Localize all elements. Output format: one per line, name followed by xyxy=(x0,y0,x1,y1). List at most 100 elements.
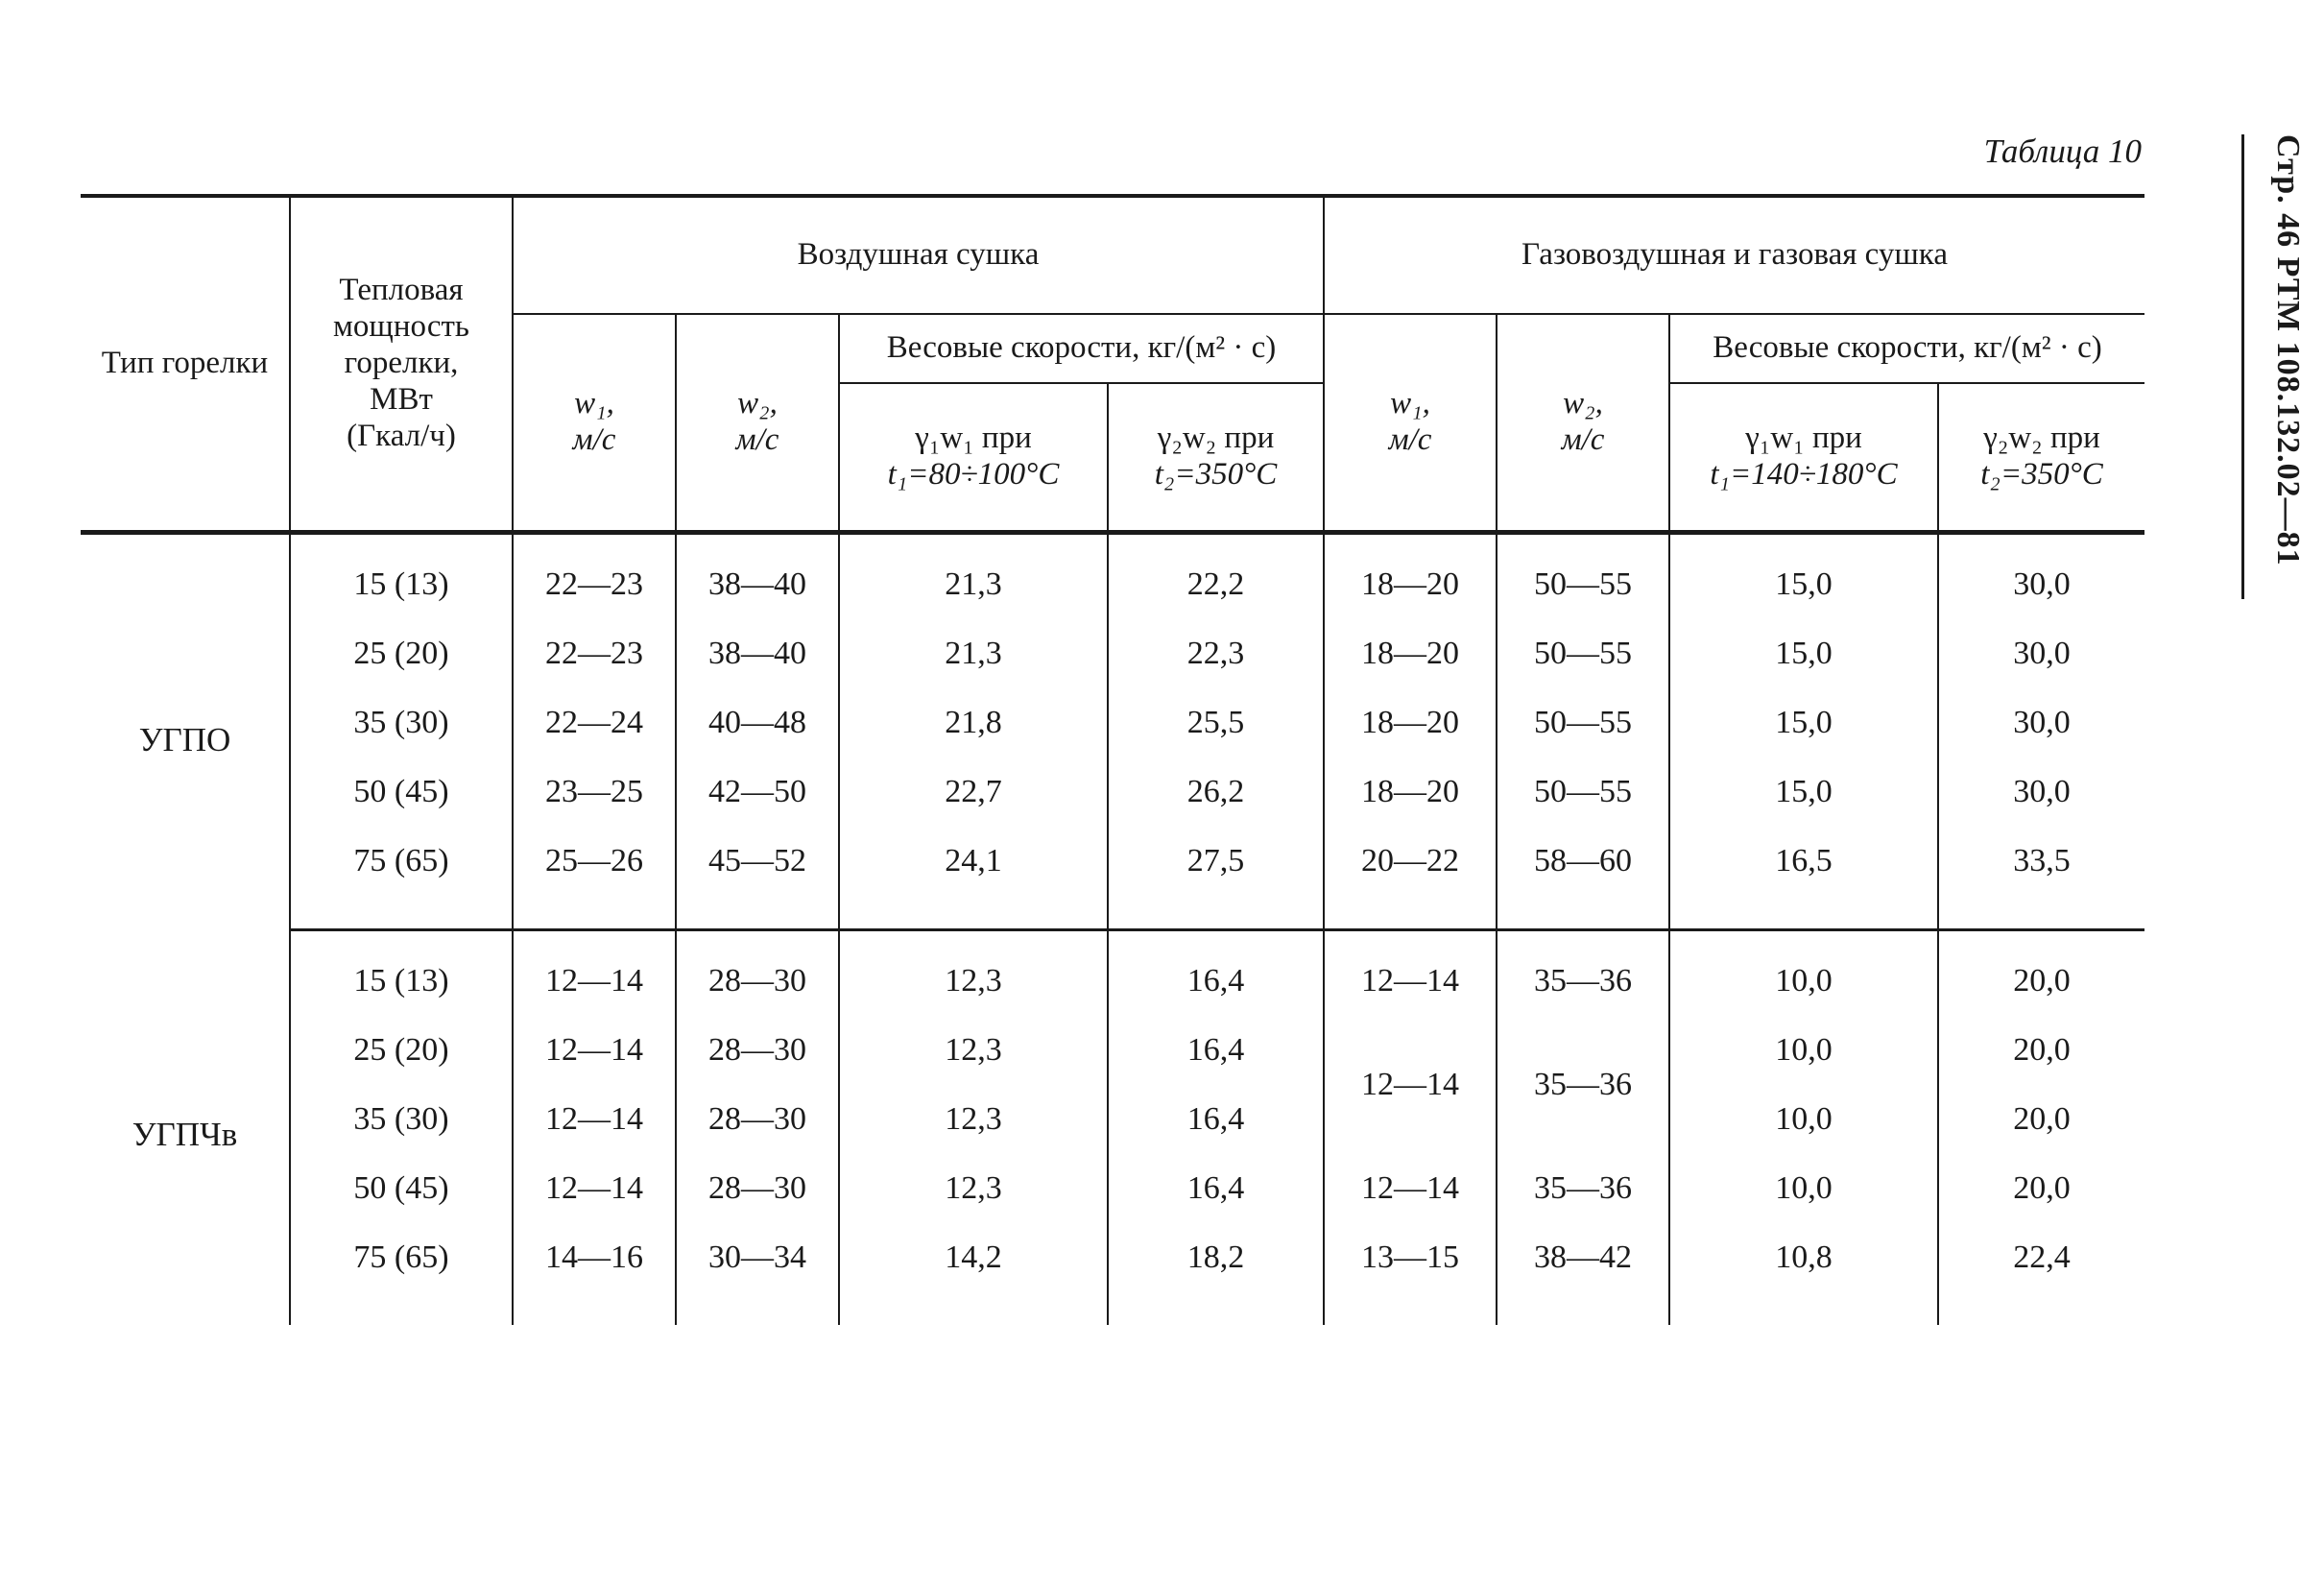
cell-gas-g2: 20,0 xyxy=(1937,1154,2145,1223)
cell-air-g1: 12,3 xyxy=(838,1016,1108,1085)
cell-air-g2: 16,4 xyxy=(1106,1085,1325,1154)
cell-gas-g1: 15,0 xyxy=(1668,758,1939,827)
cell-gas-g2: 30,0 xyxy=(1937,688,2145,758)
header-air-weight-speeds: Весовые скорости, кг/(м² · с) xyxy=(837,314,1325,384)
table-row: 50 (45) 23—25 42—50 22,7 26,2 18—20 50—55 15,0 3… xyxy=(81,758,2145,827)
cell-air-g1: 21,3 xyxy=(838,532,1108,619)
spacer-cell xyxy=(1323,896,1497,931)
cell-gas-w1: 12—14 xyxy=(1323,1016,1497,1154)
header-gas-g1: γ₁w₁ при t₁=140÷180°C xyxy=(1668,383,1939,535)
cell-air-g1: 12,3 xyxy=(838,929,1108,1016)
cell-thermal-power: 35 (30) xyxy=(289,1085,513,1154)
table-row: УГПЧв 15 (13) 12—14 28—30 12,3 16,4 12—14 35—36… xyxy=(81,929,2145,1153)
spacer-cell xyxy=(1496,1292,1670,1325)
cell-thermal-power: 75 (65) xyxy=(289,1223,513,1292)
header-formula: γ₂w₂ при xyxy=(1157,421,1275,456)
cell-burner-type: УГПЧв xyxy=(132,1116,238,1154)
cell-gas-w1: 20—22 xyxy=(1323,827,1497,896)
spacer-cell xyxy=(512,896,676,931)
cell-gas-w2: 50—55 xyxy=(1496,619,1670,688)
cell-gas-g2: 20,0 xyxy=(1937,1016,2145,1085)
cell-gas-w2: 50—55 xyxy=(1496,758,1670,827)
spacer-cell xyxy=(1668,1292,1939,1325)
cell-thermal-power: 35 (30) xyxy=(289,688,513,758)
cell-gas-g1: 15,0 xyxy=(1668,532,1939,619)
header-air-drying: Воздушная сушка xyxy=(511,194,1325,315)
table-row: 35 (30) 12—14 28—30 12,3 16,4 10,0 20,0 xyxy=(81,1085,2145,1154)
cell-thermal-power: 75 (65) xyxy=(289,827,513,896)
cell-gas-g1: 10,0 xyxy=(1668,1016,1939,1085)
cell-air-w1: 22—23 xyxy=(512,532,676,619)
header-air-w1: w₁, м/с xyxy=(512,314,676,535)
cell-gas-w1: 18—20 xyxy=(1323,758,1497,827)
cell-air-g2: 22,3 xyxy=(1106,619,1325,688)
cell-gas-w2: 58—60 xyxy=(1496,827,1670,896)
cell-gas-g2: 30,0 xyxy=(1937,619,2145,688)
spacer-cell xyxy=(838,1292,1108,1325)
header-unit: м/с xyxy=(1388,422,1432,457)
cell-thermal-power: 25 (20) xyxy=(289,1016,513,1085)
cell-air-g1: 21,3 xyxy=(838,619,1108,688)
spacer-cell xyxy=(1937,1292,2145,1325)
cell-air-g2: 16,4 xyxy=(1106,1016,1325,1085)
cell-gas-g1: 16,5 xyxy=(1668,827,1939,896)
cell-air-g2: 16,4 xyxy=(1106,1154,1325,1223)
cell-gas-g2: 33,5 xyxy=(1937,827,2145,896)
cell-gas-w1: 18—20 xyxy=(1323,532,1497,619)
cell-air-g1: 14,2 xyxy=(838,1223,1108,1292)
cell-air-g1: 24,1 xyxy=(838,827,1108,896)
spacer-cell xyxy=(1668,896,1939,931)
header-formula: γ₂w₂ при xyxy=(1983,421,2100,456)
header-air-g2: γ₂w₂ при t₂=350°C xyxy=(1106,383,1325,535)
cell-air-g1: 12,3 xyxy=(838,1154,1108,1223)
spacer-cell xyxy=(1937,896,2145,931)
table-row: УГПО 15 (13) 22—23 38—40 21,3 22,2 18—20 50—55 1… xyxy=(81,532,2145,758)
header-gas-weight-speeds: Весовые скорости, кг/(м² · с) xyxy=(1668,314,2145,384)
cell-gas-w1: 12—14 xyxy=(1323,929,1497,1016)
cell-gas-w1: 18—20 xyxy=(1323,619,1497,688)
table-row: 25 (20) 12—14 28—30 12,3 16,4 12—14 35—36 10,0 2… xyxy=(81,1016,2145,1154)
cell-air-w1: 12—14 xyxy=(512,1016,676,1085)
cell-air-w1: 12—14 xyxy=(512,1085,676,1154)
header-gas-w2: w₂, м/с xyxy=(1496,314,1670,535)
spacer-cell xyxy=(289,1292,513,1325)
cell-air-w1: 22—23 xyxy=(512,619,676,688)
cell-gas-w1: 13—15 xyxy=(1323,1223,1497,1292)
cell-gas-g2: 20,0 xyxy=(1937,1085,2145,1154)
header-condition: t₁=80÷100°C xyxy=(887,457,1060,492)
cell-gas-w2: 35—36 xyxy=(1496,929,1670,1016)
cell-air-g1: 22,7 xyxy=(838,758,1108,827)
cell-air-g1: 21,8 xyxy=(838,688,1108,758)
spacer-cell xyxy=(289,896,513,931)
spacer-cell xyxy=(838,896,1108,931)
header-thermal-power-line: МВт xyxy=(370,381,433,417)
header-formula: γ₁w₁ при xyxy=(915,421,1032,456)
cell-gas-w1: 12—14 xyxy=(1323,1154,1497,1223)
header-symbol: w₂, xyxy=(1563,386,1603,421)
header-gas-air-drying: Газовоздушная и газовая сушка xyxy=(1323,194,2145,315)
cell-air-w1: 25—26 xyxy=(512,827,676,896)
header-thermal-power-line: Тепловая xyxy=(339,273,464,308)
cell-air-g1: 12,3 xyxy=(838,1085,1108,1154)
cell-air-w2: 28—30 xyxy=(675,1154,839,1223)
cell-thermal-power: 25 (20) xyxy=(289,619,513,688)
cell-air-g2: 26,2 xyxy=(1106,758,1325,827)
cell-air-g2: 16,4 xyxy=(1106,929,1325,1016)
spacer-cell xyxy=(1106,1292,1325,1325)
header-symbol: w₁, xyxy=(1390,386,1430,421)
table-row: 75 (65) 14—16 30—34 14,2 18,2 13—15 38—42 10,8 2… xyxy=(81,1223,2145,1292)
spacer-cell xyxy=(675,1292,839,1325)
cell-gas-g2: 30,0 xyxy=(1937,532,2145,619)
table-header: Тип горелки Тепловая мощность горелки, М… xyxy=(81,194,2145,535)
spacer-cell xyxy=(675,896,839,931)
header-air-g1: γ₁w₁ при t₁=80÷100°C xyxy=(838,383,1108,535)
header-unit: м/с xyxy=(1561,422,1605,457)
table-row: 75 (65) 25—26 45—52 24,1 27,5 20—22 58—60 16,5 3… xyxy=(81,827,2145,896)
cell-gas-w2: 50—55 xyxy=(1496,532,1670,619)
cell-gas-g1: 10,8 xyxy=(1668,1223,1939,1292)
header-condition: t₂=350°C xyxy=(1154,457,1278,492)
cell-air-w2: 28—30 xyxy=(675,1085,839,1154)
cell-burner-type: УГПО xyxy=(138,720,231,758)
cell-air-w2: 30—34 xyxy=(675,1223,839,1292)
table-row: 25 (20) 22—23 38—40 21,3 22,3 18—20 50—55 15,0 3… xyxy=(81,619,2145,688)
